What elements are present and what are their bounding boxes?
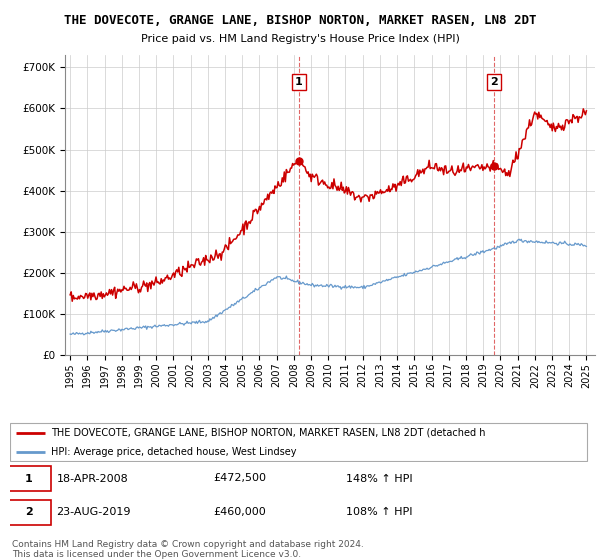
Text: HPI: Average price, detached house, West Lindsey: HPI: Average price, detached house, West…	[50, 447, 296, 457]
Text: 108% ↑ HPI: 108% ↑ HPI	[346, 507, 413, 517]
FancyBboxPatch shape	[10, 423, 587, 461]
Text: Price paid vs. HM Land Registry's House Price Index (HPI): Price paid vs. HM Land Registry's House …	[140, 34, 460, 44]
Text: THE DOVECOTE, GRANGE LANE, BISHOP NORTON, MARKET RASEN, LN8 2DT: THE DOVECOTE, GRANGE LANE, BISHOP NORTON…	[64, 14, 536, 27]
FancyBboxPatch shape	[7, 500, 50, 525]
Text: 1: 1	[25, 474, 32, 483]
Text: 18-APR-2008: 18-APR-2008	[56, 474, 128, 483]
Text: £460,000: £460,000	[213, 507, 266, 517]
Text: 148% ↑ HPI: 148% ↑ HPI	[346, 474, 413, 483]
Text: Contains HM Land Registry data © Crown copyright and database right 2024.
This d: Contains HM Land Registry data © Crown c…	[12, 540, 364, 559]
Text: 23-AUG-2019: 23-AUG-2019	[56, 507, 131, 517]
Text: 1: 1	[295, 77, 303, 87]
Text: 2: 2	[490, 77, 498, 87]
Text: THE DOVECOTE, GRANGE LANE, BISHOP NORTON, MARKET RASEN, LN8 2DT (detached h: THE DOVECOTE, GRANGE LANE, BISHOP NORTON…	[50, 428, 485, 438]
FancyBboxPatch shape	[7, 466, 50, 491]
Text: £472,500: £472,500	[213, 474, 266, 483]
Text: 2: 2	[25, 507, 32, 517]
